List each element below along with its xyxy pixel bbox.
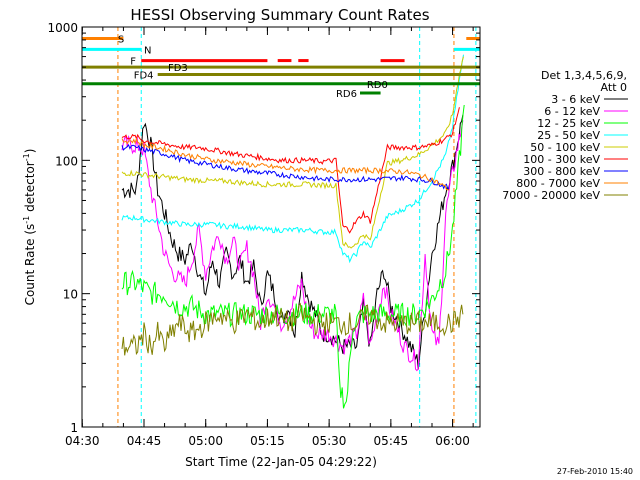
flag-label: S xyxy=(118,34,124,45)
flag-label: RD6 xyxy=(336,89,357,100)
legend-header-2: Att 0 xyxy=(601,81,627,94)
y-tick-label: 1000 xyxy=(47,21,78,35)
flag-label: N xyxy=(144,45,151,56)
y-tick-label: 1 xyxy=(70,421,78,435)
series-line xyxy=(121,56,464,249)
flag-label: FD3 xyxy=(168,63,188,74)
y-axis-label-main: Count Rate (s xyxy=(23,224,37,306)
legend-item-label: 50 - 100 keV xyxy=(530,141,600,154)
y-axis-label: Count Rate (s-1 detector-1) xyxy=(22,149,37,306)
x-axis-label: Start Time (22-Jan-05 04:29:22) xyxy=(185,455,377,469)
legend-item-label: 6 - 12 keV xyxy=(544,105,600,118)
legend-header-1: Det 1,3,4,5,6,9, xyxy=(541,69,627,82)
legend-item-label: 300 - 800 keV xyxy=(523,165,600,178)
plot-frame xyxy=(81,26,481,428)
plot-area: S NF FD3 FD4 RD0 RD6 xyxy=(82,27,480,427)
y-tick-label: 100 xyxy=(55,154,78,168)
x-axis: 04:30 04:45 05:00 05:15 05:30 05:45 06:00 xyxy=(65,27,474,448)
x-tick-label: 05:45 xyxy=(374,434,409,448)
legend-item-label: 800 - 7000 keV xyxy=(516,177,600,190)
legend-item-label: 12 - 25 keV xyxy=(537,117,600,130)
series-line xyxy=(121,107,460,234)
series-line xyxy=(121,104,465,409)
y-axis-label-mid: detector xyxy=(23,161,37,216)
x-tick-label: 05:15 xyxy=(250,434,285,448)
series-line xyxy=(121,144,450,190)
legend-item-label: 3 - 6 keV xyxy=(551,93,600,106)
timestamp: 27-Feb-2010 15:40 xyxy=(557,467,633,476)
legend-item-label: 25 - 50 keV xyxy=(537,129,600,142)
flag-label: FD4 xyxy=(134,71,154,82)
series-line xyxy=(121,54,464,264)
legend-item-label: 7000 - 20000 keV xyxy=(502,189,600,202)
y-axis: 1 10 100 1000 xyxy=(47,21,480,435)
series-line xyxy=(121,120,464,372)
flag-label: F xyxy=(130,57,136,68)
series-line xyxy=(121,302,464,356)
x-tick-label: 05:30 xyxy=(312,434,347,448)
y-axis-label-sup2: -1 xyxy=(22,153,31,161)
x-tick-label: 04:30 xyxy=(65,434,100,448)
y-axis-label-end: ) xyxy=(23,149,37,154)
legend-item-label: 100 - 300 keV xyxy=(523,153,600,166)
flag-label: RD0 xyxy=(367,80,388,91)
chart-title: HESSI Observing Summary Count Rates xyxy=(130,6,429,24)
x-tick-label: 05:00 xyxy=(188,434,223,448)
series-line xyxy=(121,137,450,191)
y-axis-label-sup1: -1 xyxy=(22,216,31,224)
x-tick-label: 06:00 xyxy=(435,434,470,448)
x-tick-label: 04:45 xyxy=(127,434,162,448)
y-tick-label: 10 xyxy=(63,288,78,302)
